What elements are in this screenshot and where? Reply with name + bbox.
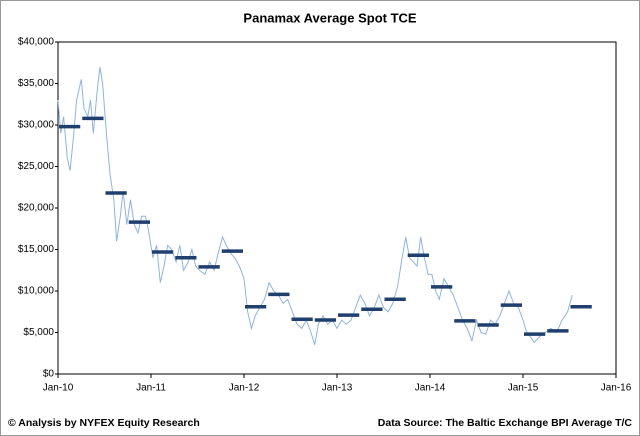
chart-title: Panamax Average Spot TCE <box>243 10 416 25</box>
y-tick-label: $30,000 <box>18 120 55 131</box>
y-tick-label: $5,000 <box>23 327 54 338</box>
x-tick-label: Jan-16 <box>601 383 632 394</box>
y-tick-label: $10,000 <box>18 286 55 297</box>
y-tick-label: $20,000 <box>18 203 55 214</box>
source: Data Source: The Baltic Exchange BPI Ave… <box>378 417 633 429</box>
x-tick-label: Jan-14 <box>415 383 446 394</box>
y-tick-label: $25,000 <box>18 161 55 172</box>
x-tick-label: Jan-10 <box>43 383 74 394</box>
y-tick-label: $15,000 <box>18 244 55 255</box>
x-tick-label: Jan-12 <box>229 383 260 394</box>
y-tick-label: $35,000 <box>18 78 55 89</box>
x-tick-label: Jan-13 <box>322 383 353 394</box>
y-tick-label: $0 <box>43 369 55 380</box>
x-tick-label: Jan-15 <box>508 383 539 394</box>
y-tick-label: $40,000 <box>18 37 55 48</box>
credit: © Analysis by NYFEX Equity Research <box>8 417 200 429</box>
x-tick-label: Jan-11 <box>136 383 166 394</box>
